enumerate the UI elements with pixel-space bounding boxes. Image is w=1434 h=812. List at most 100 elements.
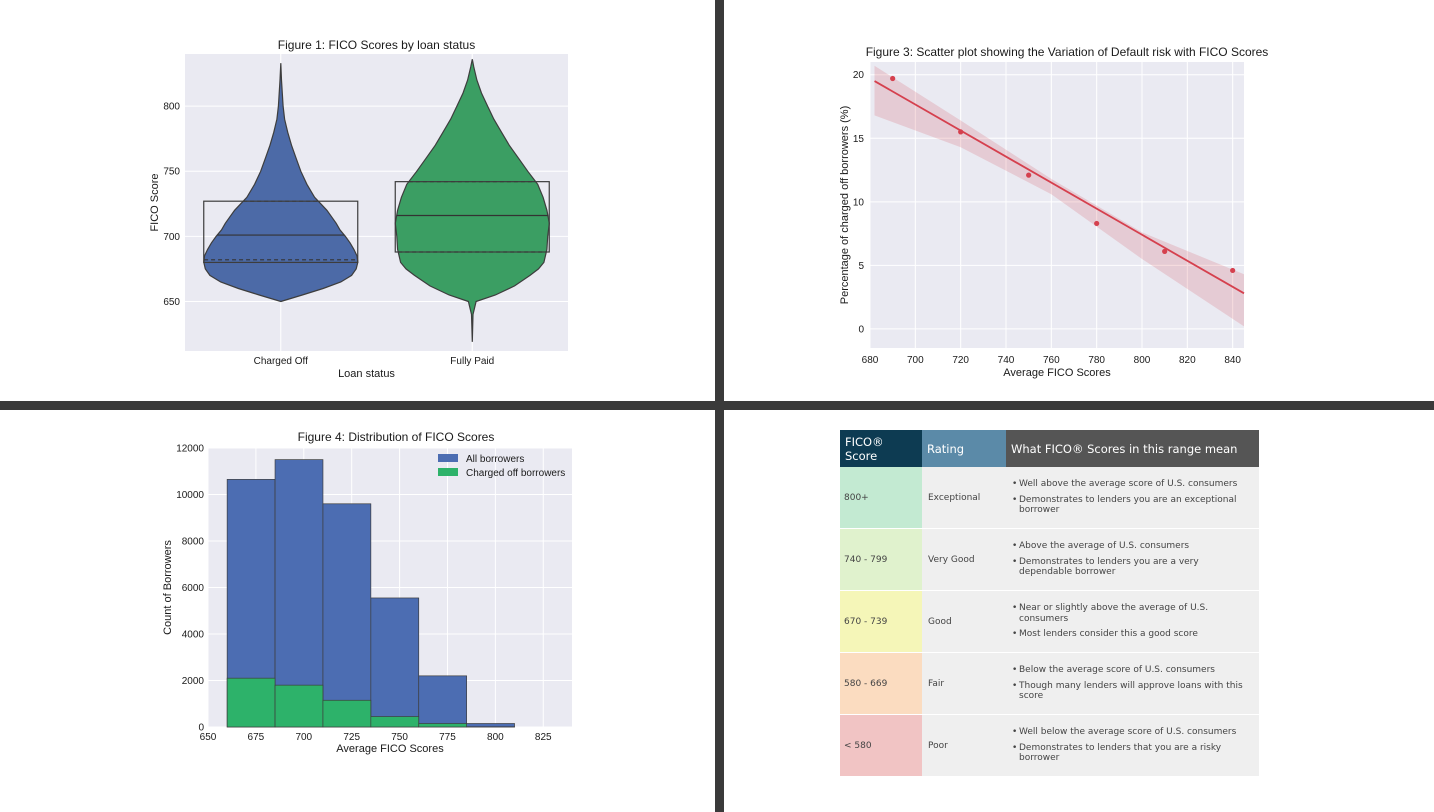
meaning-item: Above the average of U.S. consumers [1012, 541, 1253, 552]
chart-title: Figure 4: Distribution of FICO Scores [298, 430, 495, 444]
table-header-row: FICO® Score Rating What FICO® Scores in … [840, 430, 1259, 467]
y-tick-label: 12000 [176, 444, 204, 455]
meaning-cell: Near or slightly above the average of U.… [1006, 590, 1259, 653]
y-tick-label: 4000 [182, 630, 205, 641]
violin-body [203, 63, 359, 303]
meaning-cell: Below the average score of U.S. consumer… [1006, 652, 1259, 715]
x-tick-label: 800 [1134, 355, 1151, 366]
x-tick-label: 725 [343, 732, 360, 743]
rating-cell: Fair [922, 652, 1006, 715]
x-tick-label: 760 [1043, 355, 1060, 366]
bar-all-borrowers [418, 675, 467, 728]
bar-all-borrowers [274, 459, 324, 728]
scatter-point [1094, 220, 1100, 227]
figure-4-panel: 0 2000 4000 6000 8000 10000 12000 650 675 700 725 7… [0, 410, 715, 812]
violin-chart: 650 700 750 800 Charged Off Fully Paid Figure … [149, 38, 568, 380]
score-range-cell: 800+ [840, 467, 922, 529]
meaning-item: Well above the average score of U.S. con… [1012, 479, 1253, 490]
x-tick-label: 750 [391, 732, 408, 743]
header-rating: Rating [922, 430, 1006, 467]
y-tick-label: 650 [163, 297, 180, 308]
y-tick-label: 800 [163, 102, 180, 113]
plot-area [870, 62, 1244, 348]
x-tick-label: Charged Off [254, 356, 309, 367]
bar-charged-off [322, 699, 372, 728]
legend-swatch [438, 468, 458, 476]
x-tick-label: 700 [907, 355, 924, 366]
y-axis-label: Count of Borrowers [162, 540, 174, 635]
y-tick-label: 20 [853, 70, 865, 81]
score-range-cell: < 580 [840, 714, 922, 777]
fico-table-panel: FICO® Score Rating What FICO® Scores in … [724, 410, 1434, 812]
box-overlay [394, 181, 550, 253]
legend-swatch [438, 454, 458, 462]
legend-label: Charged off borrowers [466, 468, 565, 479]
y-tick-label: 10 [853, 197, 865, 208]
bar-all-borrowers [322, 503, 372, 728]
x-axis-label: Loan status [338, 368, 395, 380]
x-tick-label: 825 [535, 732, 552, 743]
x-tick-label: 700 [295, 732, 312, 743]
y-tick-label: 15 [853, 134, 865, 145]
x-tick-label: 800 [487, 732, 504, 743]
rating-cell: Exceptional [922, 467, 1006, 529]
figure-1-panel: 650 700 750 800 Charged Off Fully Paid Figure … [0, 0, 715, 401]
scatter-point [1026, 172, 1032, 178]
header-meaning: What FICO® Scores in this range mean [1006, 430, 1259, 467]
legend-label: All borrowers [466, 454, 524, 465]
meaning-item: Below the average score of U.S. consumer… [1012, 665, 1253, 676]
bar-charged-off [274, 684, 324, 728]
violin-body [394, 59, 550, 342]
score-range-cell: 580 - 669 [840, 652, 922, 715]
score-range-cell: 740 - 799 [840, 528, 922, 591]
x-tick-label: 840 [1224, 355, 1241, 366]
scatter-point [1230, 267, 1236, 274]
box-overlay [203, 200, 359, 264]
x-tick-label: 650 [200, 732, 217, 743]
meaning-item: Demonstrates to lenders that you are a r… [1012, 743, 1253, 765]
chart-title: Figure 3: Scatter plot showing the Varia… [866, 45, 1269, 59]
scatter-point [1162, 248, 1168, 254]
meaning-item: Well below the average score of U.S. con… [1012, 727, 1253, 738]
x-tick-label: 675 [248, 732, 265, 743]
rating-cell: Poor [922, 714, 1006, 777]
table-row: 800+Exceptional Well above the average sc… [840, 467, 1259, 529]
x-tick-label: 820 [1179, 355, 1196, 366]
y-tick-label: 2000 [182, 676, 205, 687]
rating-cell: Good [922, 590, 1006, 653]
y-tick-label: 700 [163, 232, 180, 243]
x-tick-label: 680 [862, 355, 879, 366]
regression-line [874, 80, 1245, 295]
meaning-cell: Well above the average score of U.S. con… [1006, 467, 1259, 529]
x-tick-label: 780 [1088, 355, 1105, 366]
x-tick-label: 775 [439, 732, 456, 743]
bar-charged-off [226, 677, 276, 728]
x-axis-label: Average FICO Scores [336, 743, 444, 755]
score-range-cell: 670 - 739 [840, 590, 922, 653]
bar-charged-off [370, 716, 420, 728]
figure-3-panel: 0 5 10 15 20 680 700 720 740 760 780 800 820 840 Figur… [724, 0, 1434, 401]
y-tick-label: 5 [858, 261, 864, 272]
scatter-point [890, 75, 896, 82]
fico-score-table: FICO® Score Rating What FICO® Scores in … [840, 430, 1259, 777]
rating-cell: Very Good [922, 528, 1006, 591]
x-tick-label: Fully Paid [450, 356, 494, 367]
meaning-cell: Above the average of U.S. consumers Demon… [1006, 528, 1259, 591]
y-axis-label: Percentage of charged off borrowers (%) [839, 106, 851, 305]
header-score: FICO® Score [840, 430, 922, 467]
x-tick-label: 740 [998, 355, 1015, 366]
meaning-item: Though many lenders will approve loans w… [1012, 681, 1253, 703]
y-tick-label: 0 [198, 723, 204, 734]
bar-all-borrowers [370, 597, 420, 728]
meaning-item: Near or slightly above the average of U.… [1012, 603, 1253, 625]
scatter-point [958, 129, 964, 135]
scatter-chart: 0 5 10 15 20 680 700 720 740 760 780 800 820 840 Figur… [839, 45, 1269, 379]
chart-title: Figure 1: FICO Scores by loan status [278, 38, 475, 52]
meaning-cell: Well below the average score of U.S. con… [1006, 714, 1259, 777]
y-tick-label: 8000 [182, 537, 205, 548]
y-tick-label: 6000 [182, 583, 205, 594]
y-tick-label: 0 [858, 324, 864, 335]
